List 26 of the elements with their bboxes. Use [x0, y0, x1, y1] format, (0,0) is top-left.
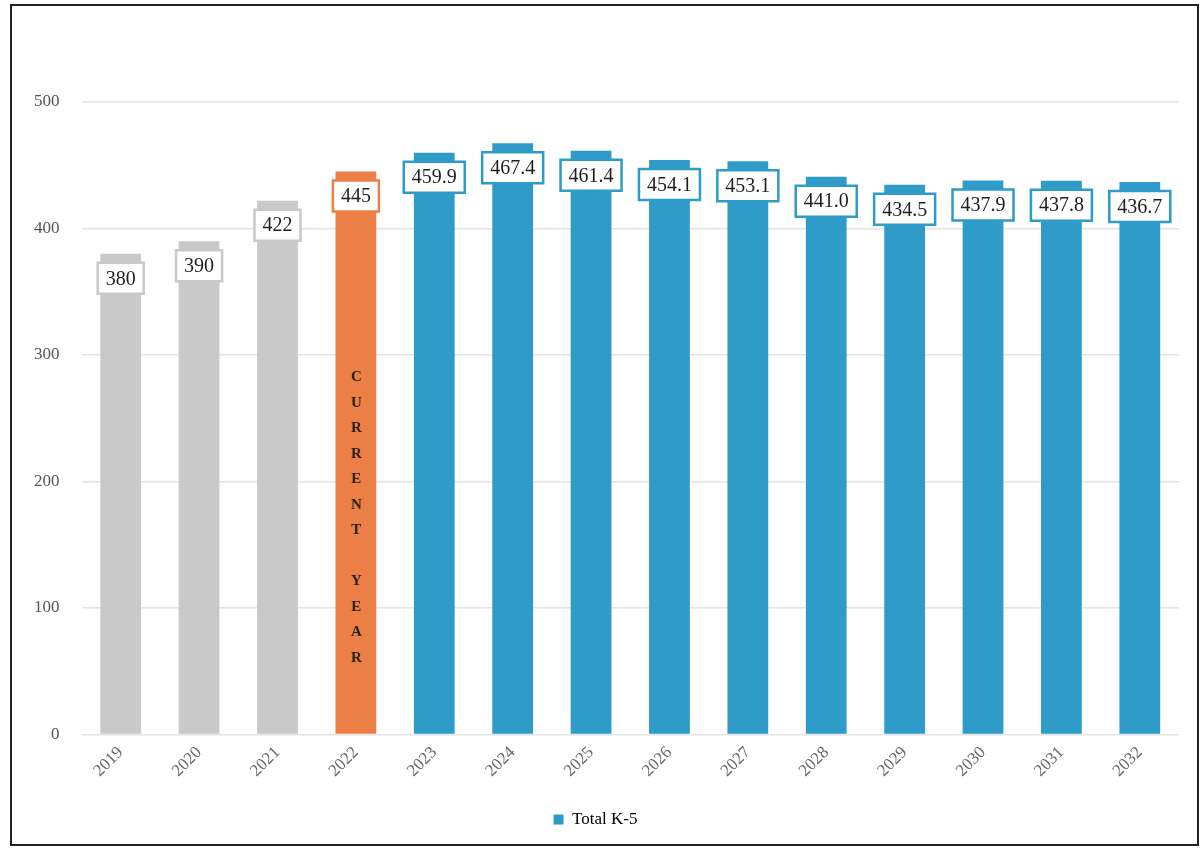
y-tick-label: 400 [34, 217, 60, 237]
y-tick-label: 500 [34, 91, 60, 111]
data-label: 380 [105, 266, 136, 289]
y-tick-label: 100 [34, 597, 60, 617]
y-tick-label: 200 [34, 470, 60, 490]
data-label: 461.4 [568, 163, 614, 186]
data-label: 434.5 [882, 197, 928, 220]
data-label: 459.9 [411, 165, 457, 188]
data-label: 441.0 [803, 189, 849, 212]
y-tick-label: 0 [51, 724, 60, 743]
y-tick-label: 300 [34, 344, 60, 364]
legend-label: Total K-5 [572, 808, 638, 828]
data-label: 445 [340, 184, 371, 207]
data-label: 436.7 [1117, 194, 1163, 217]
annotation: CURRENT YEAR [348, 367, 365, 674]
bar [178, 241, 220, 734]
data-label: 453.1 [725, 174, 771, 197]
data-label: 467.4 [490, 155, 536, 178]
data-label: 437.9 [960, 193, 1006, 216]
bar [100, 253, 142, 734]
data-label: 390 [184, 253, 215, 276]
data-label: 422 [262, 213, 293, 236]
data-label: 454.1 [646, 172, 692, 195]
bar [335, 171, 377, 734]
bar [257, 200, 298, 734]
data-label: 437.8 [1038, 193, 1084, 216]
